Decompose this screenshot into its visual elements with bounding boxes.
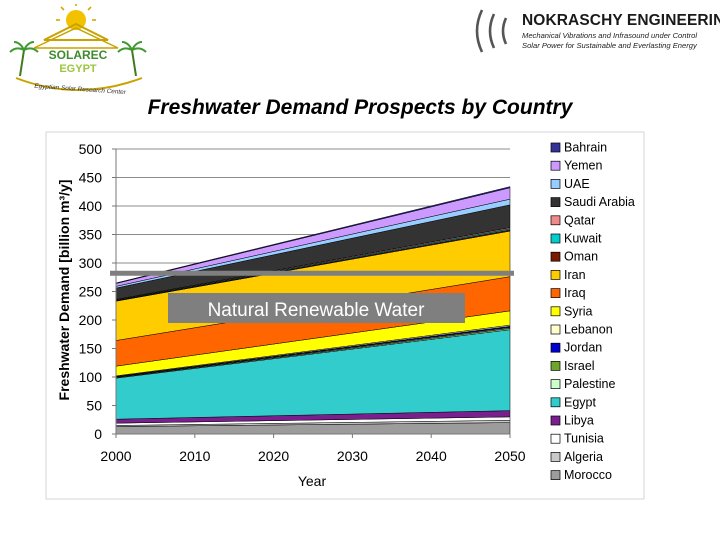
y-tick-300: 300 [79,255,103,271]
legend-label-algeria: Algeria [564,450,603,464]
company-tagline-1: Mechanical Vibrations and Infrasound und… [522,31,698,40]
legend-swatch-kuwait [550,233,561,244]
legend-label-palestine: Palestine [564,377,615,391]
company-tagline-2: Solar Power for Sustainable and Everlast… [522,41,697,50]
legend-label-morocco: Morocco [564,468,612,482]
y-tick-50: 50 [86,398,102,414]
legend-label-iran: Iran [564,268,586,282]
legend-label-jordan: Jordan [564,341,602,355]
legend-label-egypt: Egypt [564,395,596,409]
pyramid-icon [33,22,119,49]
renewable-water-box [168,293,465,323]
legend-swatch-uae [550,179,561,189]
palm-right-icon [117,41,147,77]
nokraschy-logo: NOKRASCHY ENGINEERING Mechanical Vibrati… [470,6,720,56]
legend-swatch-oman [550,251,561,262]
legend-swatch-qatar [550,215,561,226]
company-name: NOKRASCHY ENGINEERING [522,12,720,29]
legend-swatch-yemen [550,160,561,171]
x-tick-labels: 2000 2010 2020 2030 2040 2050 [100,434,526,464]
legend-swatch-tunisia [550,433,561,444]
legend-swatch-israel [550,361,561,371]
y-tick-100: 100 [79,369,103,385]
palm-left-icon [9,41,39,77]
area-series [115,186,511,435]
legend-label-qatar: Qatar [564,213,595,227]
legend-label-bahrain: Bahrain [564,141,607,155]
x-tick-2010: 2010 [179,448,210,464]
legend-label-saudi-arabia: Saudi Arabia [564,195,635,209]
legend-swatch-saudi-arabia [550,197,561,207]
legend-label-oman: Oman [564,250,598,264]
legend-swatch-egypt [550,397,561,408]
x-tick-2030: 2030 [337,448,368,464]
x-tick-2020: 2020 [258,448,289,464]
solarec-name: SOLAREC [49,48,108,62]
axes [112,148,510,435]
wave-icon [475,9,508,53]
y-tick-250: 250 [79,284,103,300]
legend-swatch-palestine [550,379,561,389]
y-tick-450: 450 [79,170,103,186]
legend-label-iraq: Iraq [564,286,586,300]
solarec-sub: EGYPT [59,63,97,75]
legend-swatch-iraq [550,288,561,298]
legend-swatch-bahrain [550,142,561,153]
y-tick-350: 350 [79,227,103,243]
page-title: Freshwater Demand Prospects by Country [147,96,573,119]
y-tick-0: 0 [94,426,102,442]
renewable-water-label: Natural Renewable Water [208,300,426,321]
x-tick-2050: 2050 [494,448,525,464]
y-axis-label: Freshwater Demand [billion m³/y] [56,180,72,401]
y-tick-400: 400 [79,198,103,214]
legend: Bahrain Yemen UAE Saudi Arabia Qatar Kuwait Om… [550,141,635,482]
legend-label-tunisia: Tunisia [564,432,604,446]
legend-label-libya: Libya [564,414,594,428]
legend-swatch-jordan [550,342,561,353]
legend-label-uae: UAE [564,177,590,191]
legend-swatch-libya [550,415,561,426]
legend-swatch-syria [550,306,561,317]
legend-label-israel: Israel [564,359,595,373]
y-tick-200: 200 [79,312,103,328]
legend-swatch-iran [550,270,561,280]
legend-label-lebanon: Lebanon [564,323,613,337]
y-tick-150: 150 [79,341,103,357]
legend-swatch-algeria [550,452,561,462]
sun-icon [56,4,96,30]
renewable-water-annotation: Natural Renewable Water [110,270,514,323]
x-tick-2040: 2040 [416,448,447,464]
legend-swatch-lebanon [550,324,561,335]
y-tick-labels: 0 50 100 150 200 250 300 350 400 450 500 [79,141,103,442]
x-axis-label: Year [298,473,327,489]
legend-swatch-morocco [550,470,561,480]
x-tick-2000: 2000 [100,448,131,464]
y-tick-500: 500 [79,141,103,157]
solarec-logo: SOLAREC EGYPT Egyptian Solar Research Ce… [9,4,147,96]
legend-label-syria: Syria [564,304,593,318]
legend-label-yemen: Yemen [564,159,603,173]
legend-label-kuwait: Kuwait [564,232,602,246]
